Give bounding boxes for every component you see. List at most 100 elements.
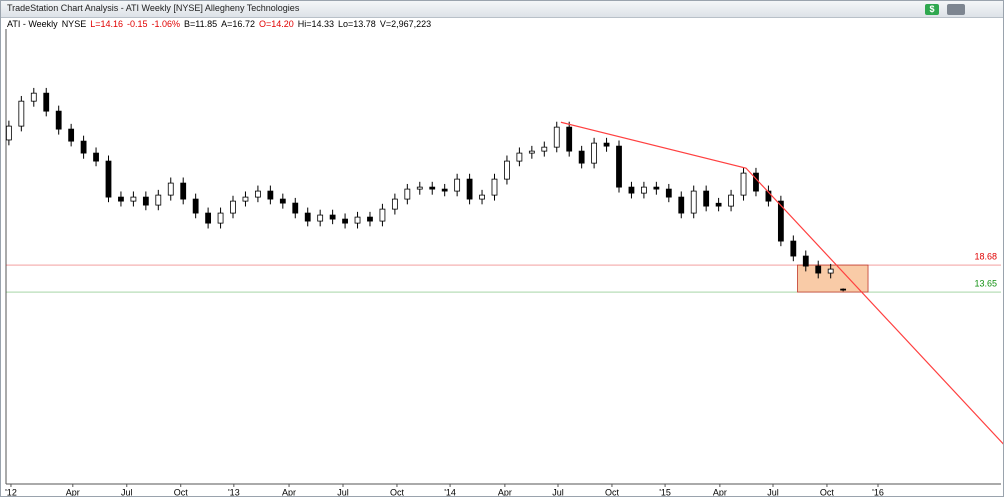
candle-body xyxy=(815,265,822,274)
level-label: 18.68 xyxy=(974,251,997,261)
quote-field: B=11.85 xyxy=(184,19,218,29)
candle-body xyxy=(802,255,809,267)
quote-field: L=14.16 xyxy=(90,19,123,29)
candle-body xyxy=(205,212,212,224)
candle-body xyxy=(279,198,286,204)
x-tick-label: Oct xyxy=(390,487,405,496)
x-tick-label: Jul xyxy=(337,487,349,496)
candle-body xyxy=(728,194,734,207)
candle-body xyxy=(416,186,423,190)
candle-body xyxy=(528,150,535,154)
candle-body xyxy=(553,126,560,148)
candle-body xyxy=(516,152,523,162)
candle-body xyxy=(578,150,585,164)
x-tick-label: Oct xyxy=(820,487,835,496)
candle-body xyxy=(404,188,411,200)
candle-body xyxy=(690,190,697,214)
x-tick-label: Apr xyxy=(498,487,512,496)
level-label: 13.65 xyxy=(974,278,997,288)
candle-body xyxy=(740,172,747,196)
x-tick-label: '15 xyxy=(659,487,671,496)
candle-body xyxy=(155,194,162,206)
x-tick-label: Jul xyxy=(767,487,779,496)
candle-body xyxy=(180,182,187,200)
candle-body xyxy=(391,198,398,210)
candle-body xyxy=(603,142,610,147)
candle-body xyxy=(304,212,311,222)
candle-body xyxy=(591,142,598,164)
candle-body xyxy=(566,126,573,152)
candle-body xyxy=(628,186,635,194)
candle-body xyxy=(653,186,660,190)
quote-field: NYSE xyxy=(61,19,87,29)
candle-body xyxy=(130,196,137,202)
candle-body xyxy=(466,178,473,200)
x-tick-label: Apr xyxy=(713,487,727,496)
quote-field: -1.06% xyxy=(151,19,181,29)
x-tick-label: '14 xyxy=(444,487,456,496)
candle-body xyxy=(678,196,685,214)
candle-body xyxy=(703,190,710,207)
candle-body xyxy=(105,160,112,198)
candle-body xyxy=(192,198,199,214)
quote-field: -0.15 xyxy=(127,19,148,29)
quote-info: ATI - Weekly NYSE L=14.16 -0.15 -1.06% B=11.8… xyxy=(7,19,435,29)
dollar-button[interactable]: $ xyxy=(925,4,939,15)
candle-body xyxy=(317,214,324,222)
candle-body xyxy=(329,214,336,220)
candle-body xyxy=(18,100,25,127)
candle-body xyxy=(267,190,274,200)
candle-body xyxy=(541,146,548,152)
candle-body xyxy=(354,216,361,224)
candle-body xyxy=(93,152,99,162)
quote-field: V=2,967,223 xyxy=(379,19,432,29)
candle-body xyxy=(142,196,149,206)
candle-body xyxy=(715,202,722,207)
candle-body xyxy=(30,92,37,102)
quote-field: Lo=13.78 xyxy=(338,19,376,29)
x-tick-label: Oct xyxy=(174,487,189,496)
candle-body xyxy=(441,188,448,192)
candle-body xyxy=(454,178,461,192)
candle-body xyxy=(765,190,772,202)
candle-body xyxy=(242,196,249,202)
quote-field: A=16.72 xyxy=(221,19,255,29)
x-tick-label: Jul xyxy=(552,487,564,496)
candle-body xyxy=(616,145,622,188)
candle-body xyxy=(292,202,299,214)
candle-body xyxy=(479,194,485,200)
candle-body xyxy=(777,200,784,242)
candle-body xyxy=(43,92,50,112)
candle-body xyxy=(217,212,224,224)
candle-body xyxy=(342,218,348,224)
menu-button[interactable] xyxy=(947,4,965,15)
x-tick-label: Jul xyxy=(121,487,133,496)
window-title: TradeStation Chart Analysis - ATI Weekly… xyxy=(7,3,300,13)
candle-body xyxy=(429,186,436,190)
candle-body xyxy=(379,208,386,222)
x-tick-label: Oct xyxy=(605,487,620,496)
candle-body xyxy=(367,216,373,222)
title-bar: TradeStation Chart Analysis - ATI Weekly… xyxy=(1,1,1003,18)
candle-body xyxy=(230,200,236,214)
candle-body xyxy=(790,240,797,257)
candle-body xyxy=(5,125,12,141)
x-tick-label: '13 xyxy=(228,487,240,496)
quote-field: Hi=14.33 xyxy=(297,19,335,29)
candle-body xyxy=(167,182,174,196)
candle-body xyxy=(55,110,62,130)
candle-body xyxy=(80,140,87,154)
x-tick-label: '16 xyxy=(872,487,884,496)
candle-body xyxy=(68,128,75,142)
x-tick-label: Apr xyxy=(66,487,80,496)
candle-body xyxy=(827,268,834,274)
candle-body xyxy=(753,172,759,192)
x-tick-label: Apr xyxy=(282,487,296,496)
candle-body xyxy=(504,160,510,180)
candle-body xyxy=(840,288,847,291)
quote-field: O=14.20 xyxy=(258,19,294,29)
candle-body xyxy=(665,188,672,198)
x-tick-label: '12 xyxy=(5,487,17,496)
candle-body xyxy=(118,196,124,202)
